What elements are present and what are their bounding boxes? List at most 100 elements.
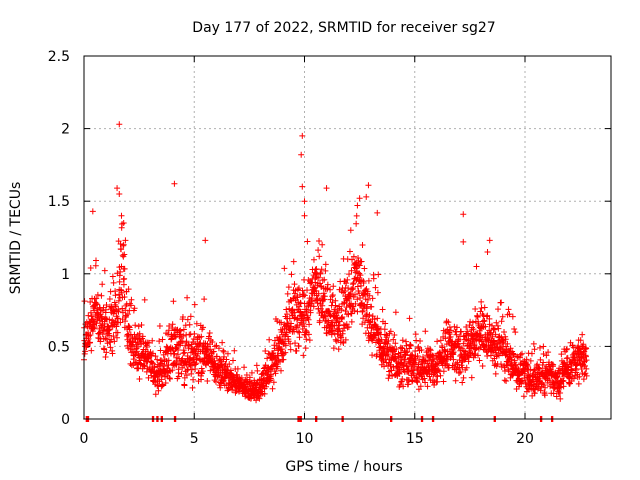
data-point [184,316,191,323]
data-point [121,275,128,282]
data-point [442,335,449,342]
data-point [495,306,502,313]
data-point [511,325,518,332]
data-point [357,272,364,279]
data-point [347,290,354,297]
data-point [479,334,486,341]
data-point [408,351,415,358]
data-point [122,237,129,244]
data-point [303,336,310,343]
data-point [418,347,425,354]
data-point [499,313,506,320]
data-point [188,370,195,377]
data-point [580,376,587,383]
data-point [323,185,330,192]
y-axis-label: SRMTID / TECUs [8,182,24,295]
data-point [131,305,138,312]
data-point [460,238,467,245]
data-point [124,311,131,318]
data-point [498,318,505,325]
data-point [474,352,481,359]
data-point [527,357,534,364]
data-point [385,375,392,382]
data-point [511,357,518,364]
data-point [341,288,348,295]
data-point [365,277,372,284]
data-point [356,290,363,297]
data-point [106,332,113,339]
data-point [507,345,514,352]
y-tick-label: 2 [61,122,70,138]
data-point [340,300,347,307]
data-point [87,299,94,306]
data-point [531,366,538,373]
data-point [313,296,320,303]
data-point [372,284,379,291]
data-point [315,247,322,254]
data-point [354,202,361,209]
data-point [299,325,306,332]
data-point [149,337,156,344]
data-point [348,310,355,317]
data-point [434,378,441,385]
data-point [184,294,191,301]
data-point [375,271,382,278]
data-point [540,359,547,366]
data-point [280,350,287,357]
y-tick-label: 1 [61,267,70,283]
data-point [126,326,133,333]
data-point [358,300,365,307]
data-point [402,356,409,363]
data-point [381,363,388,370]
data-point [212,378,219,385]
data-point [583,345,590,352]
data-point [520,393,527,400]
data-point [354,274,361,281]
data-point [87,309,94,316]
data-point [374,315,381,322]
data-point [563,346,570,353]
data-point [162,380,169,387]
data-point [281,265,288,272]
data-point [287,340,294,347]
data-point [158,357,165,364]
data-point [560,383,567,390]
data-point [503,346,510,353]
data-point [580,341,587,348]
data-point [498,334,505,341]
data-point [486,315,493,322]
data-point [267,366,274,373]
data-point [319,241,326,248]
data-point [307,280,314,287]
data-point [355,254,362,261]
data-point [512,329,519,336]
data-point [379,352,386,359]
data-point [537,387,544,394]
data-point [287,346,294,353]
data-point [342,308,349,315]
data-point [291,290,298,297]
data-point [319,302,326,309]
data-point [115,297,122,304]
data-point [138,321,145,328]
data-point [229,373,236,380]
data-point [537,356,544,363]
data-point [446,331,453,338]
data-point [374,209,381,216]
y-tick-label: 0 [61,412,70,428]
data-point [262,383,269,390]
data-point [528,350,535,357]
data-point [285,284,292,291]
data-point [155,387,162,394]
data-point [265,378,272,385]
data-point [484,249,491,256]
data-point [141,296,148,303]
data-point [107,288,114,295]
data-point [316,280,323,287]
data-point [582,353,589,360]
data-point [254,367,261,374]
data-point [405,368,412,375]
data-point [304,312,311,319]
data-point [407,342,414,349]
data-point [300,291,307,298]
